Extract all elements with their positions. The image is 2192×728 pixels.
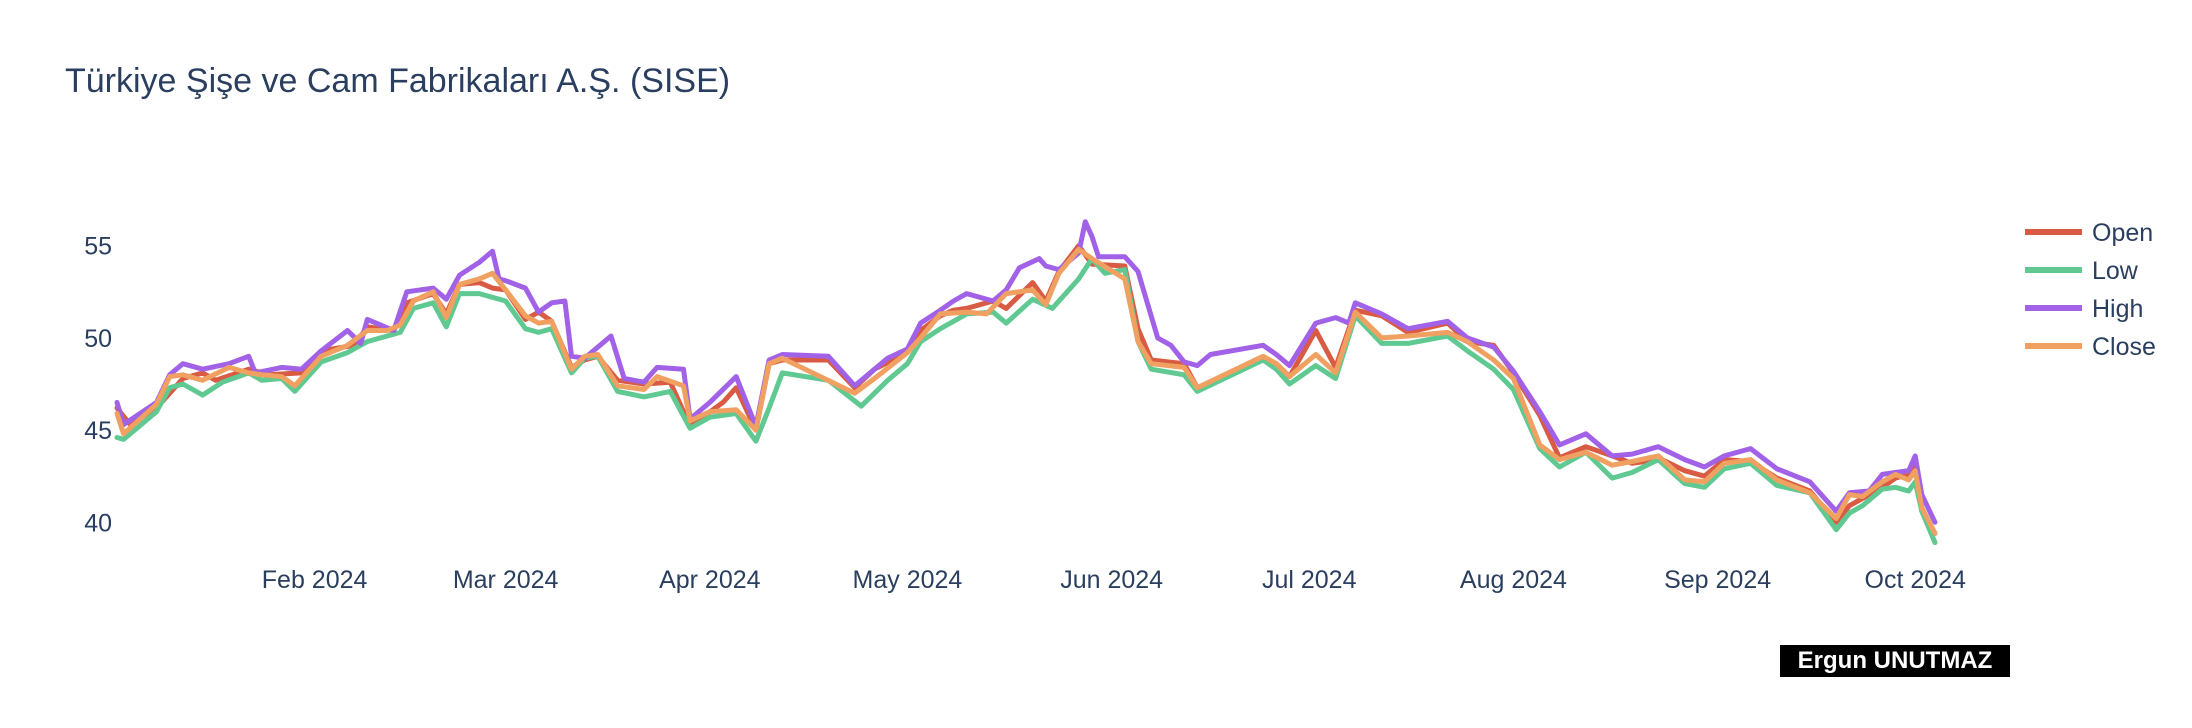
x-tick-label: Apr 2024 [659, 566, 761, 594]
y-axis: 40 45 50 55 [84, 233, 112, 538]
legend-item-low[interactable]: Low [2025, 257, 2139, 285]
x-axis: Feb 2024 Mar 2024 Apr 2024 May 2024 Jun 2024… [262, 566, 1966, 594]
x-tick-label: Aug 2024 [1460, 566, 1567, 594]
legend-label: Open [2092, 219, 2153, 247]
legend-label: Close [2092, 333, 2156, 361]
legend-label: Low [2092, 257, 2139, 285]
legend[interactable]: Open Low High Close [2025, 219, 2156, 361]
y-tick-label: 45 [84, 417, 112, 445]
x-tick-label: Jul 2024 [1262, 566, 1357, 594]
x-tick-label: Jun 2024 [1060, 566, 1163, 594]
x-tick-label: Feb 2024 [262, 566, 368, 594]
series-line-high [114, 219, 1938, 525]
plot-area [114, 219, 1938, 546]
y-tick-label: 55 [84, 233, 112, 261]
y-tick-label: 40 [84, 509, 112, 537]
chart-title: Türkiye Şişe ve Cam Fabrikaları A.Ş. (SI… [65, 62, 731, 100]
x-tick-label: Mar 2024 [453, 566, 559, 594]
x-tick-label: May 2024 [853, 566, 963, 594]
legend-item-close[interactable]: Close [2025, 333, 2156, 361]
series-line-close [114, 246, 1938, 536]
legend-label: High [2092, 295, 2143, 323]
legend-item-high[interactable]: High [2025, 295, 2143, 323]
y-tick-label: 50 [84, 325, 112, 353]
legend-item-open[interactable]: Open [2025, 219, 2153, 247]
x-tick-label: Oct 2024 [1865, 566, 1967, 594]
series-line-low [114, 256, 1938, 546]
watermark-label: Ergun UNUTMAZ [1780, 645, 2010, 677]
x-tick-label: Sep 2024 [1664, 566, 1771, 594]
